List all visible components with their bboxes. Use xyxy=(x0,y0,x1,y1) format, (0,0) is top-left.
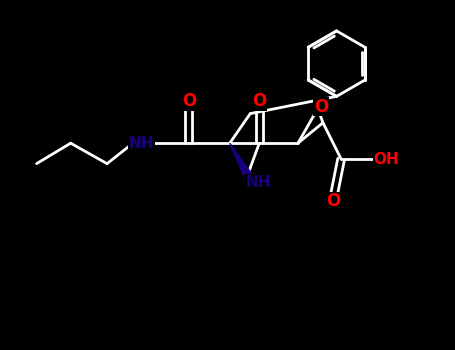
Text: O: O xyxy=(182,92,196,110)
Text: O: O xyxy=(314,98,328,116)
Text: NH: NH xyxy=(245,175,271,190)
Text: OH: OH xyxy=(374,152,399,167)
Text: O: O xyxy=(252,92,267,110)
Text: NH: NH xyxy=(128,136,154,151)
Text: O: O xyxy=(326,193,340,210)
Polygon shape xyxy=(230,143,254,182)
